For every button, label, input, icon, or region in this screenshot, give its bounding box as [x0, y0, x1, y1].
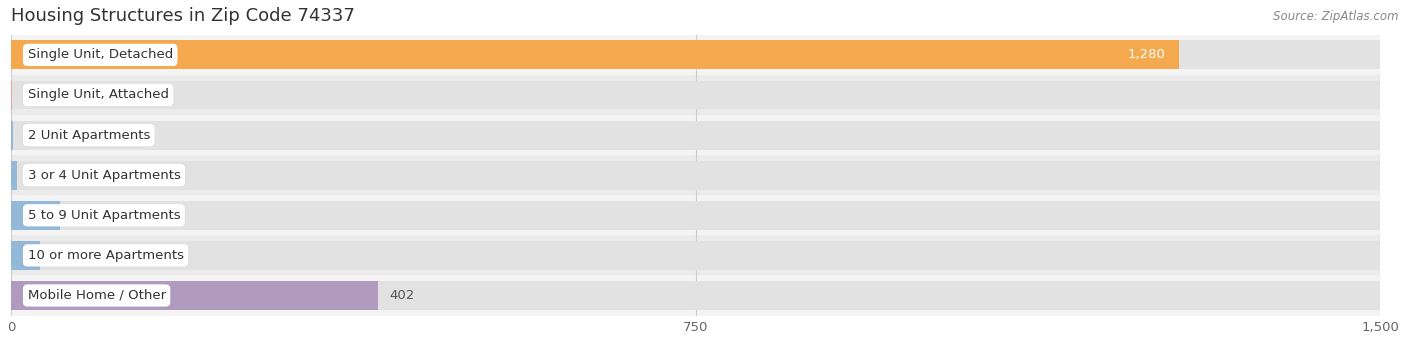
Bar: [11, 75, 1381, 115]
Text: 3 or 4 Unit Apartments: 3 or 4 Unit Apartments: [28, 169, 180, 182]
Bar: [11, 276, 1381, 315]
Bar: [11, 281, 378, 310]
Bar: [11, 201, 59, 230]
Text: Single Unit, Detached: Single Unit, Detached: [28, 48, 173, 61]
Bar: [11, 35, 1381, 75]
Text: 32: 32: [51, 249, 69, 262]
Bar: [11, 121, 1381, 149]
Bar: [11, 161, 17, 190]
Text: Single Unit, Attached: Single Unit, Attached: [28, 88, 169, 102]
Bar: [11, 155, 1381, 195]
Bar: [11, 235, 1381, 276]
Text: 2 Unit Apartments: 2 Unit Apartments: [28, 129, 150, 142]
Bar: [11, 161, 1381, 190]
Bar: [11, 121, 13, 149]
Text: 5 to 9 Unit Apartments: 5 to 9 Unit Apartments: [28, 209, 180, 222]
Bar: [11, 80, 1381, 109]
Bar: [11, 41, 1381, 69]
Bar: [11, 201, 1381, 230]
Bar: [11, 241, 1381, 270]
Text: 10 or more Apartments: 10 or more Apartments: [28, 249, 184, 262]
Bar: [11, 241, 41, 270]
Text: 1: 1: [22, 88, 31, 102]
Text: 53: 53: [70, 209, 87, 222]
Text: Mobile Home / Other: Mobile Home / Other: [28, 289, 166, 302]
Bar: [11, 281, 1381, 310]
Text: 402: 402: [389, 289, 415, 302]
Bar: [11, 41, 1180, 69]
Bar: [11, 115, 1381, 155]
Text: 1,280: 1,280: [1128, 48, 1166, 61]
Bar: [11, 195, 1381, 235]
Text: Source: ZipAtlas.com: Source: ZipAtlas.com: [1274, 10, 1399, 23]
Text: Housing Structures in Zip Code 74337: Housing Structures in Zip Code 74337: [11, 7, 354, 25]
Text: 6: 6: [28, 169, 37, 182]
Text: 2: 2: [24, 129, 32, 142]
